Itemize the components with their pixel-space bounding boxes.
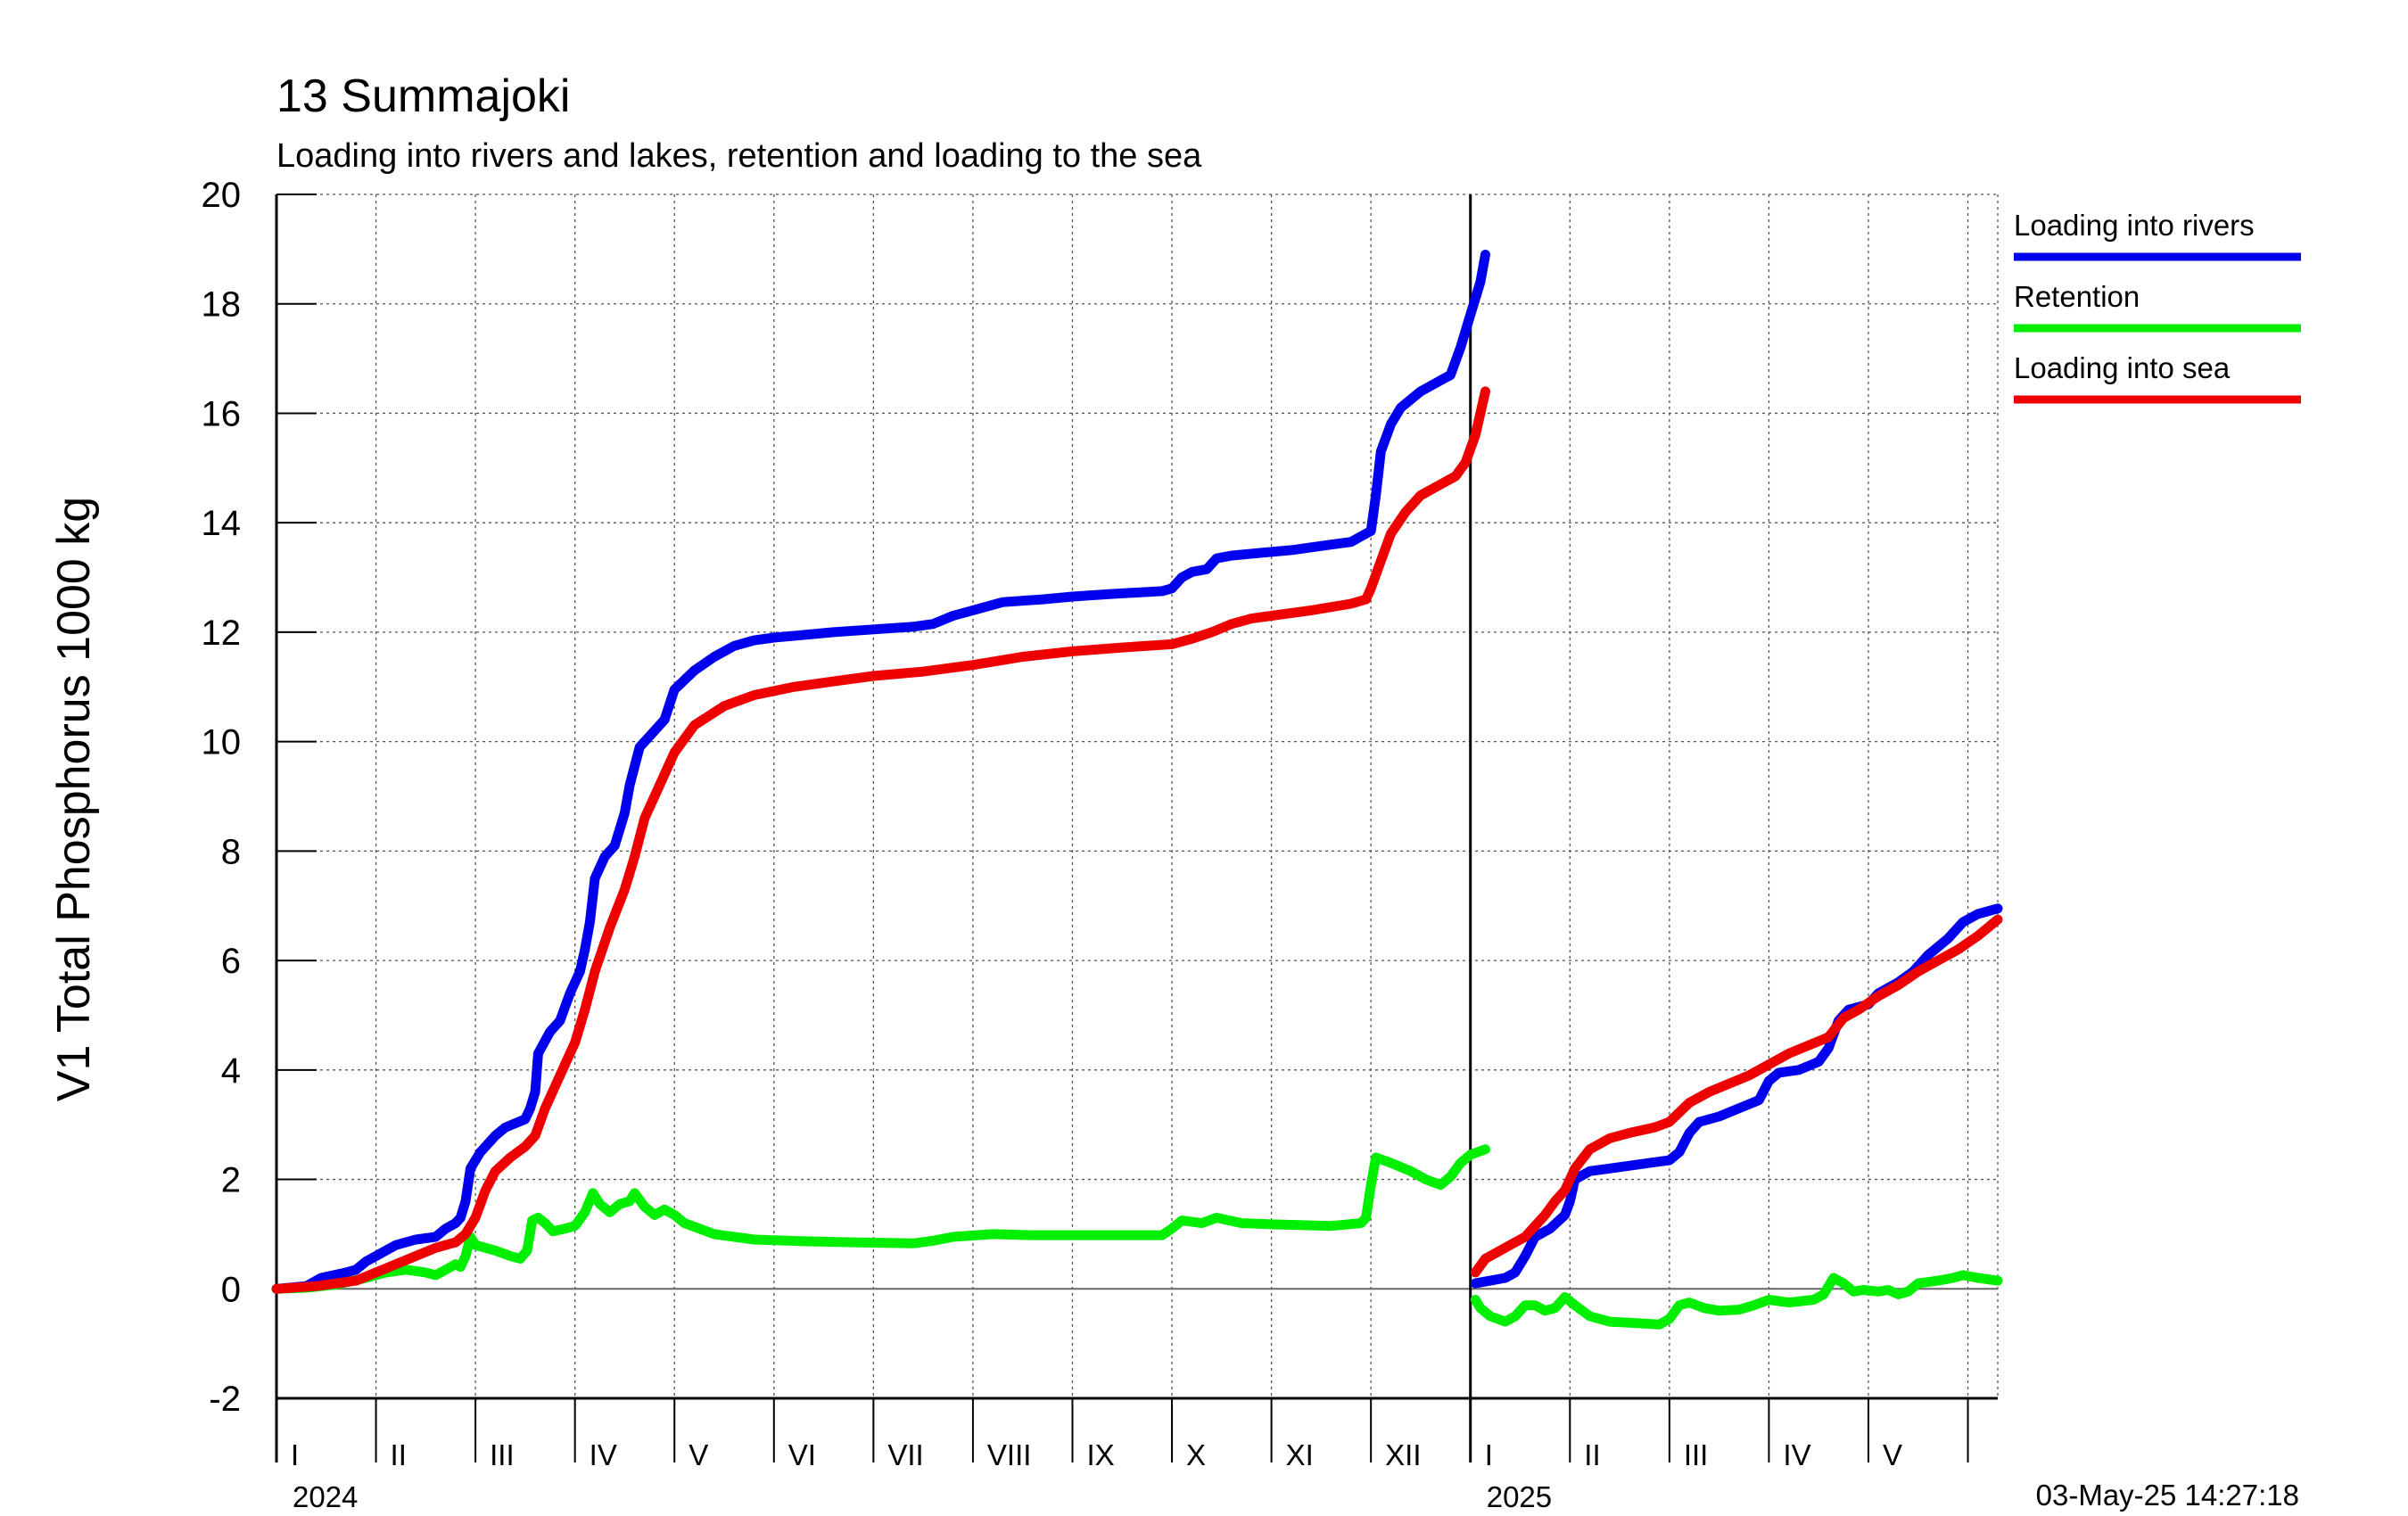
series-line [1470, 903, 2003, 1289]
series-lines [271, 250, 2003, 1330]
month-label: II [1584, 1438, 1600, 1471]
month-label: I [1485, 1438, 1493, 1471]
y-tick-label: 14 [202, 504, 242, 543]
y-tick-label: 12 [202, 614, 242, 653]
y-tick-label: 2 [221, 1161, 241, 1200]
series-line [1470, 914, 2003, 1278]
series-retention [271, 1144, 2003, 1330]
month-label: IV [1783, 1438, 1810, 1471]
month-label: IX [1086, 1438, 1114, 1471]
month-label: IV [590, 1438, 617, 1471]
month-label: V [1883, 1438, 1902, 1471]
y-tick-label: 8 [221, 832, 241, 871]
legend: Loading into rivers Retention Loading into… [2014, 209, 2301, 404]
month-label: VII [887, 1438, 923, 1471]
y-tick-label: 18 [202, 285, 242, 325]
series-line [271, 1144, 1490, 1294]
month-label: X [1186, 1438, 1206, 1471]
series-line [271, 250, 1490, 1294]
legend-label: Loading into rivers [2014, 209, 2255, 242]
y-tick-labels: -2 0 2 4 6 8 10 12 14 16 18 20 [202, 176, 242, 1419]
axes [275, 194, 1998, 1462]
month-label: VI [788, 1438, 816, 1471]
month-label: VIII [987, 1438, 1032, 1471]
legend-label: Retention [2014, 280, 2140, 313]
series-line [1470, 1270, 2003, 1330]
series-loading-into-sea [271, 386, 2003, 1294]
y-tick-label: 4 [221, 1051, 241, 1091]
month-label: III [1684, 1438, 1709, 1471]
y-tick-label: 16 [202, 394, 242, 433]
month-label: V [689, 1438, 708, 1471]
series-line [271, 386, 1490, 1294]
year-label: 2024 [293, 1480, 358, 1513]
month-label: XI [1286, 1438, 1314, 1471]
timestamp: 03-May-25 14:27:18 [2036, 1479, 2299, 1512]
grid [276, 194, 1999, 1398]
y-axis-label: V1 Total Phosphorus 1000 kg [48, 497, 100, 1101]
y-tick-label: 0 [221, 1270, 241, 1309]
month-label: III [490, 1438, 515, 1471]
month-label: I [291, 1438, 299, 1471]
y-tick-label: 10 [202, 723, 242, 762]
y-tick-label: 20 [202, 176, 242, 215]
y-tick-label: -2 [209, 1380, 241, 1419]
month-label: XII [1385, 1438, 1421, 1471]
month-label: II [391, 1438, 407, 1471]
y-tick-label: 6 [221, 942, 241, 981]
chart-subtitle: Loading into rivers and lakes, retention… [276, 137, 1202, 175]
chart-title: 13 Summajoki [276, 70, 570, 122]
legend-label: Loading into sea [2014, 351, 2231, 384]
year-label: 2025 [1487, 1480, 1552, 1513]
